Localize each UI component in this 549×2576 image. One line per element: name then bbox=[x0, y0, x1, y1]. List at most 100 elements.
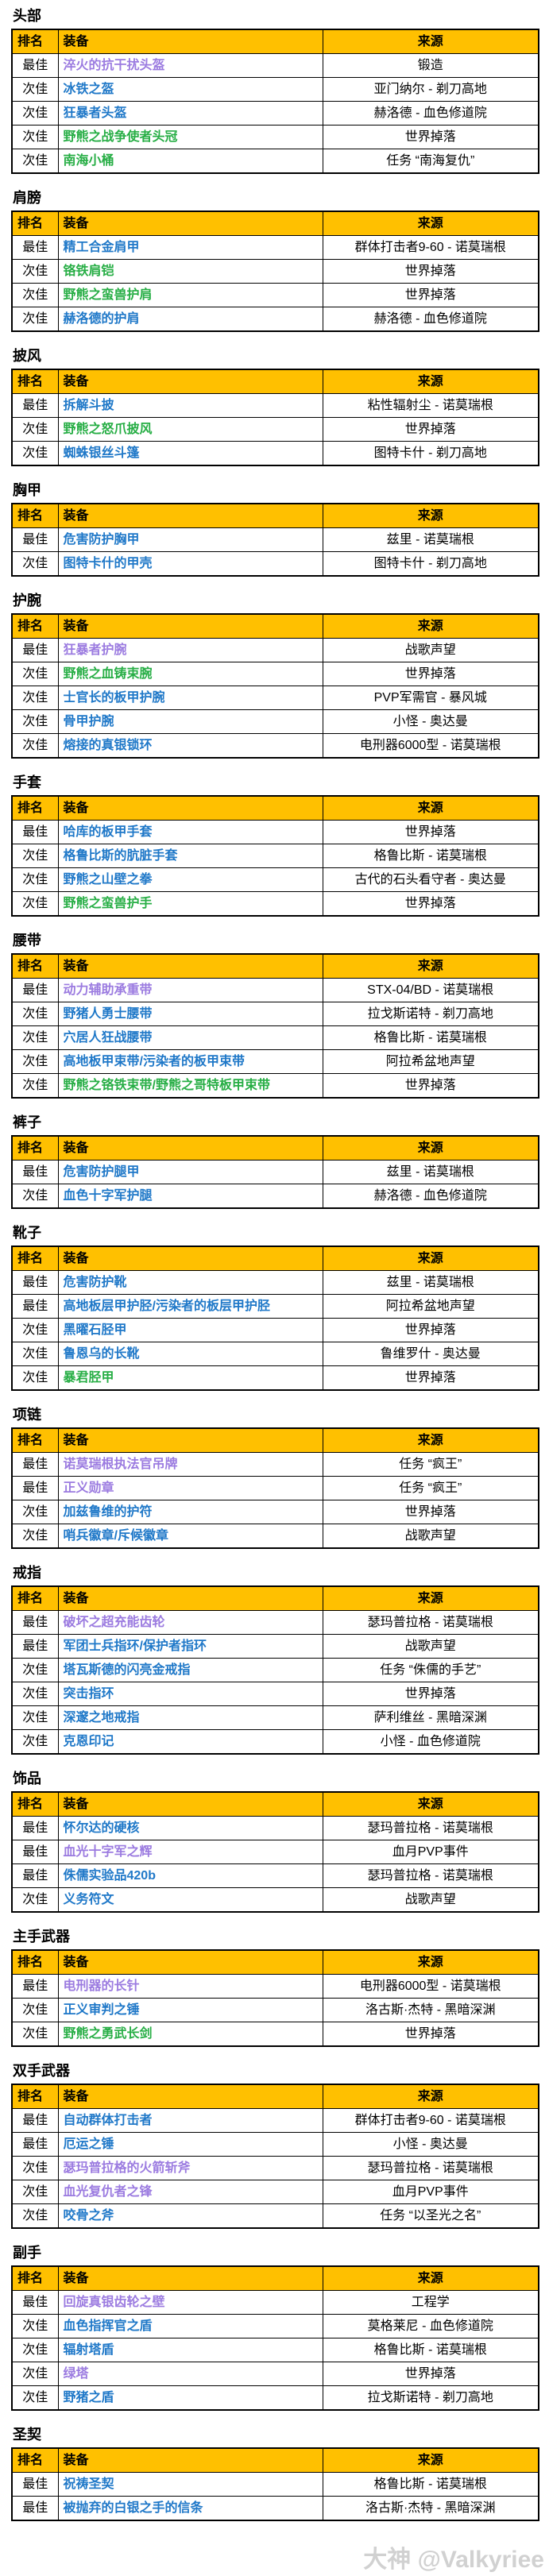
item-name-link[interactable]: 厄运之锤 bbox=[57, 2132, 323, 2157]
item-name-link[interactable]: 冰铁之盔 bbox=[57, 77, 323, 102]
item-name-link[interactable]: 危害防护腿甲 bbox=[57, 1160, 323, 1184]
item-name-link[interactable]: 自动群体打击者 bbox=[57, 2108, 323, 2133]
item-name-link[interactable]: 血色指挥官之盾 bbox=[57, 2314, 323, 2338]
item-name-link[interactable]: 骨甲护腕 bbox=[57, 709, 323, 734]
table-row: 次佳 鲁恩乌的长靴 鲁维罗什 - 奥达曼 bbox=[11, 1342, 539, 1366]
item-name-link[interactable]: 狂暴者护腕 bbox=[57, 638, 323, 662]
item-name-link[interactable]: 熔接的真银锁环 bbox=[57, 733, 323, 759]
item-name-link[interactable]: 哈库的板甲手套 bbox=[57, 820, 323, 844]
item-name-link[interactable]: 野熊之山壁之拳 bbox=[57, 867, 323, 892]
item-name-link[interactable]: 咬骨之斧 bbox=[57, 2203, 323, 2229]
item-name-link[interactable]: 南海小桶 bbox=[57, 149, 323, 174]
col-header-item: 装备 bbox=[57, 1135, 323, 1161]
item-name-link[interactable]: 加兹鲁维的护符 bbox=[57, 1500, 323, 1524]
item-name-link[interactable]: 拆解斗披 bbox=[57, 393, 323, 418]
item-name-link[interactable]: 暴君胫甲 bbox=[57, 1365, 323, 1391]
col-header-rank: 排名 bbox=[11, 1585, 59, 1611]
item-name-link[interactable]: 危害防护胸甲 bbox=[57, 527, 323, 552]
rank-cell: 最佳 bbox=[11, 638, 59, 662]
item-name-link[interactable]: 野熊之蛮兽护手 bbox=[57, 891, 323, 917]
item-name-link[interactable]: 狂暴者头盔 bbox=[57, 101, 323, 126]
source-cell: 萨利维丝 - 黑暗深渊 bbox=[322, 1705, 539, 1730]
col-header-item: 装备 bbox=[57, 1949, 323, 1975]
header-row: 排名 装备 来源 bbox=[11, 503, 539, 528]
source-cell: 赫洛德 - 血色修道院 bbox=[322, 1184, 539, 1209]
item-name-link[interactable]: 祝祷圣契 bbox=[57, 2472, 323, 2497]
item-name-link[interactable]: 精工合金肩甲 bbox=[57, 235, 323, 260]
item-name-link[interactable]: 野猪之盾 bbox=[57, 2385, 323, 2411]
item-name-link[interactable]: 深邃之地戒指 bbox=[57, 1705, 323, 1730]
item-name-link[interactable]: 瑟玛普拉格的火箭斩斧 bbox=[57, 2156, 323, 2180]
item-name-link[interactable]: 格鲁比斯的肮脏手套 bbox=[57, 844, 323, 868]
item-name-link[interactable]: 野熊之铬铁束带/野熊之哥特板甲束带 bbox=[57, 1073, 323, 1099]
item-name-link[interactable]: 图特卡什的甲壳 bbox=[57, 551, 323, 577]
item-name-link[interactable]: 破坏之超充能齿轮 bbox=[57, 1610, 323, 1635]
source-cell: 战歌声望 bbox=[322, 1634, 539, 1659]
item-name-link[interactable]: 士官长的板甲护腕 bbox=[57, 686, 323, 710]
item-name-link[interactable]: 军团士兵指环/保护者指环 bbox=[57, 1634, 323, 1659]
item-name-link[interactable]: 克恩印记 bbox=[57, 1729, 323, 1755]
source-cell: 鲁维罗什 - 奥达曼 bbox=[322, 1342, 539, 1366]
item-name-link[interactable]: 动力辅助承重带 bbox=[57, 978, 323, 1002]
source-cell: 赫洛德 - 血色修道院 bbox=[322, 101, 539, 126]
item-name-link[interactable]: 鲁恩乌的长靴 bbox=[57, 1342, 323, 1366]
item-name-link[interactable]: 野熊之怒爪披风 bbox=[57, 417, 323, 442]
item-name-link[interactable]: 野熊之勇武长剑 bbox=[57, 2022, 323, 2047]
item-name-link[interactable]: 血色十字军护腿 bbox=[57, 1184, 323, 1209]
table-row: 次佳 蜘蛛银丝斗篷 图特卡什 - 剃刀高地 bbox=[11, 441, 539, 466]
source-cell: 锻造 bbox=[322, 53, 539, 78]
section-title: 护腕 bbox=[13, 593, 41, 608]
item-name-link[interactable]: 被抛弃的白银之手的信条 bbox=[57, 2496, 323, 2521]
item-name-link[interactable]: 野猪人勇士腰带 bbox=[57, 1002, 323, 1026]
item-name-link[interactable]: 淬火的抗干扰头盔 bbox=[57, 53, 323, 78]
item-name-link[interactable]: 血光十字军之辉 bbox=[57, 1840, 323, 1864]
item-name-link[interactable]: 赫洛德的护肩 bbox=[57, 307, 323, 332]
section-title: 手套 bbox=[13, 774, 41, 790]
item-name-link[interactable]: 诺莫瑞根执法官吊牌 bbox=[57, 1452, 323, 1477]
item-name-link[interactable]: 哨兵徽章/斥候徽章 bbox=[57, 1524, 323, 1549]
item-name-link[interactable]: 怀尔达的硬核 bbox=[57, 1816, 323, 1840]
source-cell: 格鲁比斯 - 诺莫瑞根 bbox=[322, 1025, 539, 1050]
table-row: 次佳 正义审判之锤 洛古斯·杰特 - 黑暗深渊 bbox=[11, 1998, 539, 2022]
col-header-rank: 排名 bbox=[11, 1791, 59, 1817]
item-name-link[interactable]: 辐射塔盾 bbox=[57, 2338, 323, 2362]
source-cell: 电刑器6000型 - 诺莫瑞根 bbox=[322, 733, 539, 759]
item-name-link[interactable]: 野熊之血铸束腕 bbox=[57, 662, 323, 686]
item-name-link[interactable]: 正义审判之锤 bbox=[57, 1998, 323, 2022]
header-row: 排名 装备 来源 bbox=[11, 1791, 539, 1817]
header-row: 排名 装备 来源 bbox=[11, 210, 539, 236]
table-row: 次佳 南海小桶 任务 “南海复仇” bbox=[11, 149, 539, 174]
item-name-link[interactable]: 野熊之蛮兽护肩 bbox=[57, 283, 323, 307]
item-name-link[interactable]: 塔瓦斯德的闪亮金戒指 bbox=[57, 1658, 323, 1682]
item-name-link[interactable]: 高地板层甲护胫/污染者的板层甲护胫 bbox=[57, 1294, 323, 1319]
rank-cell: 次佳 bbox=[11, 2022, 59, 2047]
item-name-link[interactable]: 黑曜石胫甲 bbox=[57, 1318, 323, 1342]
item-name-link[interactable]: 正义勋章 bbox=[57, 1476, 323, 1500]
item-name-link[interactable]: 高地板甲束带/污染者的板甲束带 bbox=[57, 1049, 323, 1074]
item-name-link[interactable]: 野熊之战争使者头冠 bbox=[57, 125, 323, 149]
item-name-link[interactable]: 穴居人狂战腰带 bbox=[57, 1025, 323, 1050]
rank-cell: 次佳 bbox=[11, 283, 59, 307]
item-name-link[interactable]: 侏儒实验品420b bbox=[57, 1863, 323, 1888]
header-row: 排名 装备 来源 bbox=[11, 1949, 539, 1975]
section-title: 头部 bbox=[13, 8, 41, 24]
rank-cell: 最佳 bbox=[11, 1294, 59, 1319]
col-header-rank: 排名 bbox=[11, 2084, 59, 2109]
gear-section: 戒指 排名 装备 来源 最佳 破坏之超充能齿轮 瑟玛普拉格 - 诺莫瑞根 最佳 军团士兵… bbox=[11, 1563, 539, 1755]
item-name-link[interactable]: 电刑器的长针 bbox=[57, 1974, 323, 1999]
col-header-item: 装备 bbox=[57, 953, 323, 979]
item-name-link[interactable]: 义务符文 bbox=[57, 1887, 323, 1913]
item-name-link[interactable]: 蜘蛛银丝斗篷 bbox=[57, 441, 323, 466]
source-cell: 莫格莱尼 - 血色修道院 bbox=[322, 2314, 539, 2338]
item-name-link[interactable]: 回旋真银齿轮之壁 bbox=[57, 2290, 323, 2315]
table-row: 最佳 电刑器的长针 电刑器6000型 - 诺莫瑞根 bbox=[11, 1974, 539, 1999]
col-header-source: 来源 bbox=[322, 1246, 539, 1271]
item-name-link[interactable]: 绿塔 bbox=[57, 2362, 323, 2386]
table-row: 最佳 血光十字军之辉 血月PVP事件 bbox=[11, 1840, 539, 1864]
item-name-link[interactable]: 血光复仇者之锋 bbox=[57, 2180, 323, 2204]
item-name-link[interactable]: 突击指环 bbox=[57, 1682, 323, 1706]
item-name-link[interactable]: 铬铁肩铠 bbox=[57, 259, 323, 284]
rank-cell: 次佳 bbox=[11, 417, 59, 442]
gear-table: 排名 装备 来源 最佳 哈库的板甲手套 世界掉落 次佳 格鲁比斯的肮脏手套 格鲁比斯 - … bbox=[11, 795, 539, 917]
item-name-link[interactable]: 危害防护靴 bbox=[57, 1270, 323, 1295]
